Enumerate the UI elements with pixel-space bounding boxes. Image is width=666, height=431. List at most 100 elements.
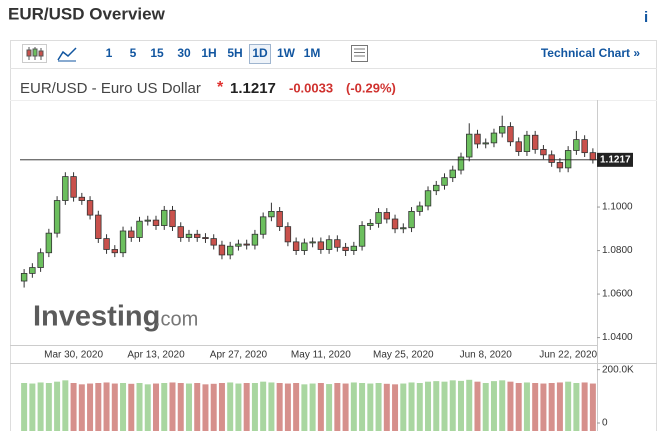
candle-body bbox=[292, 241, 300, 251]
volume-bar bbox=[111, 383, 118, 431]
interval-button[interactable]: 5 bbox=[130, 46, 137, 60]
candle-body bbox=[177, 226, 184, 238]
candle-body bbox=[507, 126, 514, 143]
volume-bar bbox=[37, 382, 44, 431]
candle-body bbox=[383, 212, 391, 220]
y-tick-label: 1.1000 bbox=[602, 202, 633, 213]
volume-bar bbox=[359, 383, 366, 431]
candle-body bbox=[350, 245, 358, 251]
candle-body bbox=[62, 176, 69, 201]
volume-bar bbox=[243, 383, 250, 431]
volume-bar bbox=[70, 383, 77, 431]
candle-body bbox=[37, 252, 44, 268]
x-tick-label: Apr 13, 2020 bbox=[127, 350, 185, 361]
candle-body bbox=[424, 190, 432, 207]
volume-bar bbox=[433, 381, 440, 431]
candle-body bbox=[523, 134, 531, 152]
interval-selected bbox=[249, 44, 271, 64]
volume-bar bbox=[499, 380, 506, 431]
volume-bar bbox=[45, 383, 52, 431]
volume-bar bbox=[548, 383, 555, 431]
candle-body bbox=[358, 225, 366, 247]
candle-body bbox=[111, 249, 118, 254]
line-icon[interactable] bbox=[57, 47, 77, 61]
delayed-marker: * bbox=[217, 79, 224, 96]
interval-button[interactable]: 1W bbox=[277, 46, 296, 60]
volume-bar bbox=[482, 383, 489, 431]
candle-body bbox=[235, 243, 242, 247]
x-tick-label: May 25, 2020 bbox=[373, 350, 434, 361]
instrument-name: EUR/USD - Euro US Dollar bbox=[20, 80, 201, 97]
volume-bar bbox=[177, 383, 184, 431]
last-price-tag-label: 1.1217 bbox=[600, 154, 631, 165]
x-tick-label: Jun 8, 2020 bbox=[460, 350, 513, 361]
settings-icon[interactable] bbox=[351, 45, 368, 62]
candle-body bbox=[268, 211, 275, 218]
interval-bar: 1 5 15 30 1H 5H 1D 1W 1M bbox=[106, 44, 321, 64]
candle-icon[interactable] bbox=[22, 44, 47, 63]
volume-bar bbox=[95, 383, 102, 431]
volume-bar bbox=[425, 381, 432, 431]
candle-body bbox=[400, 227, 407, 230]
volume-bar bbox=[416, 383, 423, 431]
last-price-tag bbox=[597, 152, 633, 167]
candle-body bbox=[548, 154, 555, 163]
volume-bar bbox=[161, 383, 168, 431]
last-price: 1.1217 bbox=[230, 80, 276, 97]
info-icon[interactable]: i bbox=[644, 9, 648, 26]
volume-bar bbox=[490, 381, 497, 431]
y-tick-label: 1.0800 bbox=[602, 245, 633, 256]
candle-body bbox=[259, 216, 267, 235]
plot: 1.0400 1.0600 1.0800 1.1000 0 200.0K Mar 30, 2… bbox=[20, 115, 634, 431]
volume-bar bbox=[573, 383, 580, 431]
volume-bar bbox=[350, 382, 357, 431]
candle-body bbox=[152, 219, 160, 226]
candle-body bbox=[573, 139, 580, 151]
volume-bar bbox=[342, 383, 349, 431]
volume-tick-label: 200.0K bbox=[602, 364, 634, 375]
volume-bar bbox=[284, 383, 291, 431]
volume-bar bbox=[276, 383, 283, 431]
volume-bar bbox=[532, 383, 539, 431]
interval-button[interactable]: 1H bbox=[201, 46, 216, 60]
volume-bar bbox=[556, 382, 563, 431]
volume-bar bbox=[474, 381, 481, 431]
volume-bar bbox=[309, 383, 316, 431]
interval-button[interactable]: 1 bbox=[106, 46, 113, 60]
candle-body bbox=[367, 222, 374, 226]
candle-body bbox=[499, 126, 506, 134]
interval-button[interactable]: 30 bbox=[177, 46, 191, 60]
volume-bar bbox=[392, 384, 399, 431]
volume-bar bbox=[21, 383, 28, 431]
candle-body bbox=[284, 226, 292, 243]
volume-bar bbox=[144, 384, 151, 431]
volume-bar bbox=[334, 383, 341, 431]
volume-bar bbox=[169, 382, 176, 431]
interval-button[interactable]: 15 bbox=[150, 46, 164, 60]
candle-body bbox=[119, 230, 127, 254]
candle-body bbox=[70, 176, 77, 198]
candle-body bbox=[53, 200, 61, 234]
interval-button[interactable]: 1D bbox=[252, 46, 268, 60]
interval-button[interactable]: 5H bbox=[227, 46, 242, 60]
candle-body bbox=[202, 237, 209, 240]
technical-chart-link[interactable]: Technical Chart » bbox=[541, 46, 640, 60]
volume-bar bbox=[227, 382, 234, 431]
volume-bar bbox=[507, 381, 514, 431]
volume-bar bbox=[29, 383, 36, 431]
x-tick-label: Apr 27, 2020 bbox=[210, 350, 268, 361]
candle-body bbox=[20, 273, 28, 282]
volume-bar bbox=[268, 382, 275, 431]
candle-body bbox=[309, 241, 316, 244]
volume-bar bbox=[408, 382, 415, 431]
volume-bar bbox=[87, 383, 94, 431]
volume-bar bbox=[515, 383, 522, 431]
widget-frame bbox=[10, 40, 657, 431]
candle-body bbox=[194, 233, 201, 238]
volume-bar bbox=[128, 383, 135, 431]
interval-button[interactable]: 1M bbox=[304, 46, 321, 60]
volume-bar bbox=[235, 383, 242, 431]
candle-body bbox=[474, 133, 481, 145]
volume-bar bbox=[589, 383, 596, 431]
